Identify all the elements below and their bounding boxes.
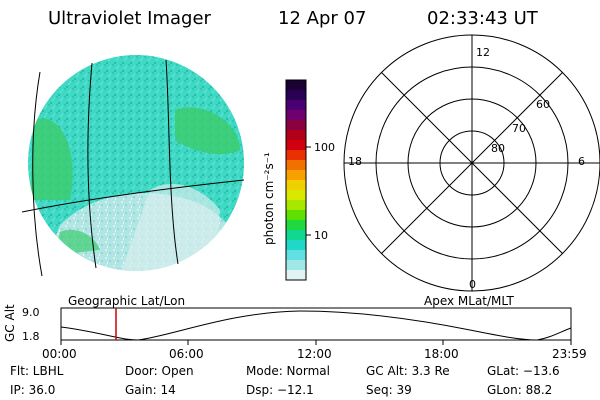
colorbar-tick-100: 100 — [314, 141, 335, 154]
orbit-x-tick-2: 12:00 — [297, 347, 332, 361]
mlt-label-0: 0 — [469, 278, 476, 291]
colorbar-segment — [286, 170, 306, 181]
status-gc-alt: GC Alt: 3.3 Re — [366, 364, 450, 378]
orbit-plot — [60, 307, 572, 345]
status-ip: IP: 36.0 — [10, 383, 56, 397]
time-label: 02:33:43 UT — [427, 8, 538, 29]
colorbar-segment — [286, 110, 306, 121]
orbit-y-tick-min: 1.8 — [22, 330, 40, 343]
colorbar-segment — [286, 250, 306, 261]
status-seq: Seq: 39 — [366, 383, 412, 397]
status-door: Door: Open — [125, 364, 194, 378]
colorbar-segment — [286, 190, 306, 201]
colorbar-segment — [286, 150, 306, 161]
orbit-x-tick-1: 06:00 — [169, 347, 204, 361]
apex-panel-label: Apex MLat/MLT — [424, 294, 514, 308]
colorbar-tick-10: 10 — [314, 229, 328, 242]
orbit-x-tick-0: 00:00 — [42, 347, 77, 361]
mlat-label-80: 80 — [491, 142, 505, 155]
orbit-x-tick-3: 18:00 — [424, 347, 459, 361]
colorbar-segment — [286, 270, 306, 281]
date-label: 12 Apr 07 — [278, 8, 367, 29]
colorbar-segment — [286, 80, 306, 91]
colorbar — [286, 80, 306, 281]
mlt-label-18: 18 — [348, 155, 362, 168]
status-gain: Gain: 14 — [125, 383, 176, 397]
status-glon: GLon: 88.2 — [487, 383, 553, 397]
status-mode: Mode: Normal — [246, 364, 330, 378]
colorbar-segment — [286, 200, 306, 211]
colorbar-segment — [286, 220, 306, 231]
mlt-label-12: 12 — [476, 46, 490, 59]
colorbar-segment — [286, 120, 306, 131]
mlt-label-6: 6 — [578, 155, 585, 168]
colorbar-segment — [286, 90, 306, 101]
orbit-y-label: GC Alt — [3, 304, 17, 342]
colorbar-unit-label: photon cm⁻²s⁻¹ — [262, 152, 276, 245]
colorbar-segment — [286, 100, 306, 111]
orbit-x-tick-4: 23:59 — [552, 347, 587, 361]
colorbar-segment — [286, 210, 306, 221]
mlat-label-70: 70 — [512, 122, 526, 135]
geographic-panel-label: Geographic Lat/Lon — [68, 294, 186, 308]
status-glat: GLat: −13.6 — [487, 364, 560, 378]
mlat-label-60: 60 — [536, 98, 550, 111]
status-dsp: Dsp: −12.1 — [246, 383, 314, 397]
colorbar-segment — [286, 180, 306, 191]
orbit-y-tick-max: 9.0 — [22, 306, 40, 319]
colorbar-segment — [286, 140, 306, 151]
uv-image-disk — [21, 55, 245, 277]
colorbar-segment — [286, 130, 306, 141]
colorbar-segment — [286, 240, 306, 251]
colorbar-segment — [286, 260, 306, 271]
status-flt: Flt: LBHL — [10, 364, 64, 378]
polar-plot — [343, 34, 600, 292]
colorbar-segment — [286, 160, 306, 171]
app-title: Ultraviolet Imager — [48, 8, 211, 29]
colorbar-segment — [286, 230, 306, 241]
